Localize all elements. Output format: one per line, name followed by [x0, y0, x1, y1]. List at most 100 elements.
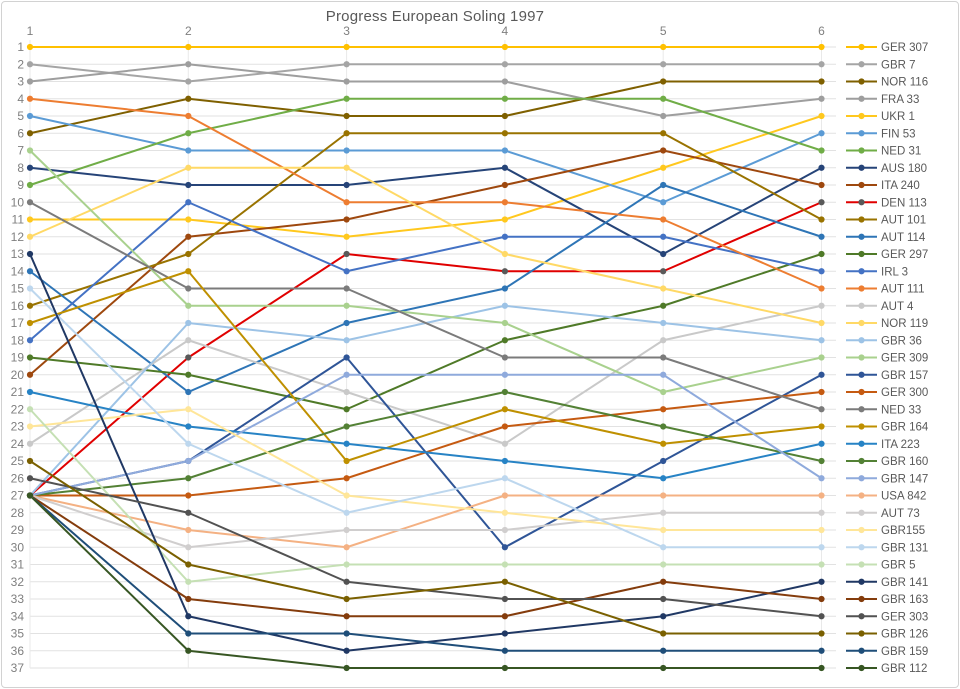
series-marker-GBR-7-race-3 — [343, 61, 350, 68]
legend-label-GBR-159: GBR 159 — [881, 646, 928, 658]
series-marker-GBR-131-race-5 — [660, 544, 667, 551]
series-marker-ITA-223-race-6 — [818, 440, 825, 447]
y-axis-label-18: 18 — [11, 333, 25, 347]
series-marker-AUS-180-race-3 — [343, 181, 350, 189]
series-marker-DEN-113-race-5 — [660, 268, 667, 275]
y-axis-label-1: 1 — [17, 40, 24, 54]
legend-label-GBR-5: GBR 5 — [881, 560, 916, 572]
series-marker-GBR-131-race-1 — [26, 285, 34, 292]
series-line-NOR-116 — [29, 80, 822, 135]
series-marker-AUT-111-race-3 — [343, 199, 350, 206]
series-marker-AUT-111-race-6 — [818, 285, 825, 292]
series-marker-GBR-141-race-5 — [660, 613, 667, 620]
series-marker-GBR-131-race-4 — [501, 475, 508, 482]
series-marker-GBR-164-race-5 — [660, 440, 667, 447]
series-line-GBR-160 — [29, 391, 822, 497]
series-line-GBR-7 — [29, 63, 822, 83]
series-marker-NED-31-race-5 — [660, 95, 667, 102]
series-marker-NOR-116-race-2 — [185, 95, 192, 102]
legend-label-GBR-157: GBR 157 — [881, 370, 928, 382]
legend-label-AUT-73: AUT 73 — [881, 508, 920, 520]
series-marker-NED-31-race-1 — [26, 181, 34, 189]
series-marker-UKR-1-race-6 — [818, 112, 825, 120]
series-marker-ITA-240-race-2 — [185, 233, 192, 240]
y-axis-label-26: 26 — [11, 471, 25, 485]
series-marker-GER-297-race-3 — [343, 406, 350, 413]
series-marker-AUT-73-race-4 — [501, 526, 508, 534]
series-marker-GER-307-race-2 — [185, 43, 192, 51]
legend-swatch-dot-AUT-101 — [858, 216, 865, 223]
series-marker-GBR-126-race-4 — [501, 578, 508, 585]
legend-label-AUT-101: AUT 101 — [881, 215, 926, 227]
series-marker-FRA-33-race-3 — [343, 78, 350, 85]
series-marker-GBR-159-race-2 — [185, 630, 192, 637]
series-marker-AUT-73-race-3 — [343, 526, 350, 534]
series-marker-NOR-116-race-1 — [26, 130, 34, 137]
series-marker-USA-842-race-2 — [185, 526, 192, 534]
series-marker-GBR155-race-1 — [26, 423, 34, 430]
y-axis-label-27: 27 — [11, 489, 25, 503]
series-line-FIN-53 — [29, 115, 822, 204]
y-axis-label-31: 31 — [11, 558, 25, 572]
y-axis-label-13: 13 — [11, 247, 25, 261]
series-marker-UKR-1-race-5 — [660, 164, 667, 171]
series-marker-AUT-101-race-6 — [818, 216, 825, 223]
series-marker-GBR-7-race-2 — [185, 78, 192, 85]
series-marker-GBR-141-race-2 — [185, 613, 192, 620]
series-marker-GBR-5-race-6 — [818, 561, 825, 568]
y-axis-label-5: 5 — [17, 109, 24, 123]
series-marker-DEN-113-race-6 — [818, 199, 825, 206]
series-marker-DEN-113-race-3 — [343, 250, 350, 258]
legend-swatch-dot-ITA-240 — [858, 181, 865, 189]
series-marker-AUT-101-race-5 — [660, 130, 667, 137]
y-axis-label-29: 29 — [11, 523, 25, 537]
series-marker-GBR-7-race-1 — [26, 61, 34, 68]
series-marker-USA-842-race-5 — [660, 492, 667, 499]
series-marker-FRA-33-race-2 — [185, 61, 192, 68]
legend-label-GBR-160: GBR 160 — [881, 456, 928, 468]
series-marker-USA-842-race-4 — [501, 492, 508, 499]
series-marker-GBR-157-race-3 — [343, 354, 350, 361]
series-marker-GBR-131-race-6 — [818, 544, 825, 551]
legend-label-GBR-147: GBR 147 — [881, 473, 928, 485]
series-marker-AUS-180-race-4 — [501, 164, 508, 171]
x-axis-label-5: 5 — [660, 24, 667, 38]
series-marker-GER-309-race-3 — [343, 302, 350, 309]
series-marker-GBR-163-race-5 — [660, 578, 667, 585]
series-line-GBR-147 — [29, 373, 823, 497]
y-axis-label-10: 10 — [11, 195, 25, 209]
series-line-GBR-159 — [29, 494, 822, 652]
series-marker-IRL-3-race-5 — [660, 233, 667, 240]
series-marker-GBR-112-race-6 — [818, 664, 825, 672]
legend-swatch-dot-GBR-5 — [858, 561, 865, 568]
series-marker-GBR155-race-6 — [818, 526, 825, 534]
series-marker-NOR-116-race-5 — [660, 78, 667, 85]
y-axis-label-25: 25 — [11, 454, 25, 468]
series-marker-USA-842-race-3 — [343, 544, 350, 551]
y-axis-label-3: 3 — [17, 75, 24, 89]
series-marker-GER-300-race-6 — [818, 388, 825, 396]
series-marker-GBR-160-race-4 — [501, 388, 508, 396]
series-marker-NED-33-race-4 — [501, 354, 508, 361]
series-marker-AUS-180-race-1 — [26, 164, 34, 171]
y-axis-label-14: 14 — [11, 264, 25, 278]
series-marker-GBR-147-race-5 — [660, 371, 667, 378]
series-line-GBR-131 — [29, 287, 822, 549]
series-marker-GBR-147-race-3 — [343, 371, 350, 378]
series-marker-GBR-160-race-3 — [343, 423, 350, 430]
series-marker-GBR-131-race-3 — [343, 509, 350, 516]
series-marker-AUT-4-race-4 — [501, 440, 508, 447]
y-axis-label-32: 32 — [11, 575, 25, 589]
series-line-AUS-180 — [29, 166, 822, 255]
series-marker-GBR-112-race-5 — [660, 664, 667, 672]
legend-swatch-dot-GBR-159 — [858, 647, 865, 654]
series-marker-NED-31-race-6 — [818, 147, 825, 154]
series-marker-NOR-119-race-4 — [501, 250, 508, 258]
series-marker-NOR-119-race-1 — [26, 233, 34, 240]
series-marker-AUT-111-race-4 — [501, 199, 508, 206]
series-marker-FIN-53-race-6 — [818, 130, 825, 137]
series-marker-GBR-131-race-2 — [185, 440, 192, 447]
legend-swatch-dot-AUT-111 — [858, 285, 865, 292]
legend-label-AUS-180: AUS 180 — [881, 163, 927, 175]
series-marker-GER-303-race-3 — [343, 578, 350, 585]
